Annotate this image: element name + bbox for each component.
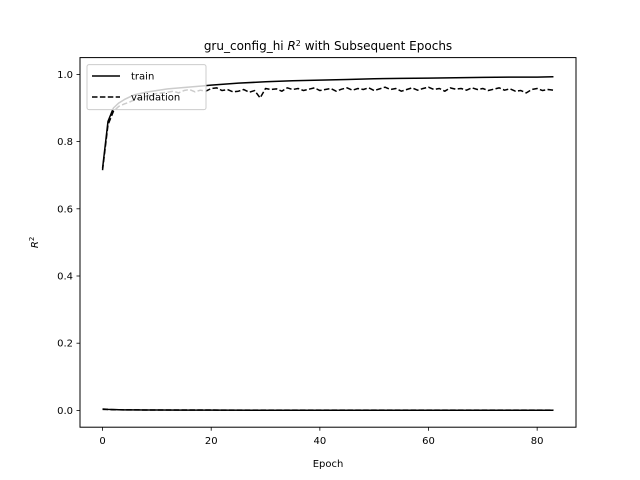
- y-tick-label: 0.8: [57, 137, 73, 148]
- legend-validation-label: validation: [131, 93, 180, 104]
- x-axis-label: Epoch: [313, 459, 344, 470]
- chart-title: gru_config_hi R2 with Subsequent Epochs: [204, 39, 452, 54]
- legend: train validation: [86, 64, 207, 111]
- x-axis: 0 20 40 60 80: [99, 427, 544, 447]
- title-variable: R: [287, 39, 295, 53]
- title-superscript: 2: [296, 39, 301, 48]
- y-label-variable: R: [30, 241, 41, 248]
- y-tick-label: 1.0: [57, 70, 73, 81]
- y-label-superscript: 2: [28, 237, 36, 241]
- y-tick-label: 0.4: [57, 272, 73, 283]
- x-tick-label: 60: [422, 436, 435, 447]
- series-line-low-3: [102, 408, 554, 411]
- legend-train-label: train: [131, 72, 154, 83]
- y-axis: 0.0 0.2 0.4 0.6 0.8 1.0: [57, 70, 80, 417]
- x-tick-label: 40: [313, 436, 326, 447]
- y-tick-label: 0.0: [57, 406, 73, 417]
- y-tick-label: 0.6: [57, 204, 73, 215]
- x-tick-label: 20: [205, 436, 218, 447]
- x-tick-label: 80: [531, 436, 544, 447]
- x-tick-label: 0: [99, 436, 105, 447]
- y-tick-label: 0.2: [57, 339, 73, 350]
- y-axis-label: R2: [28, 237, 41, 248]
- plot-area-frame: [79, 57, 577, 428]
- title-prefix: gru_config_hi: [204, 39, 288, 53]
- title-suffix: with Subsequent Epochs: [301, 39, 452, 53]
